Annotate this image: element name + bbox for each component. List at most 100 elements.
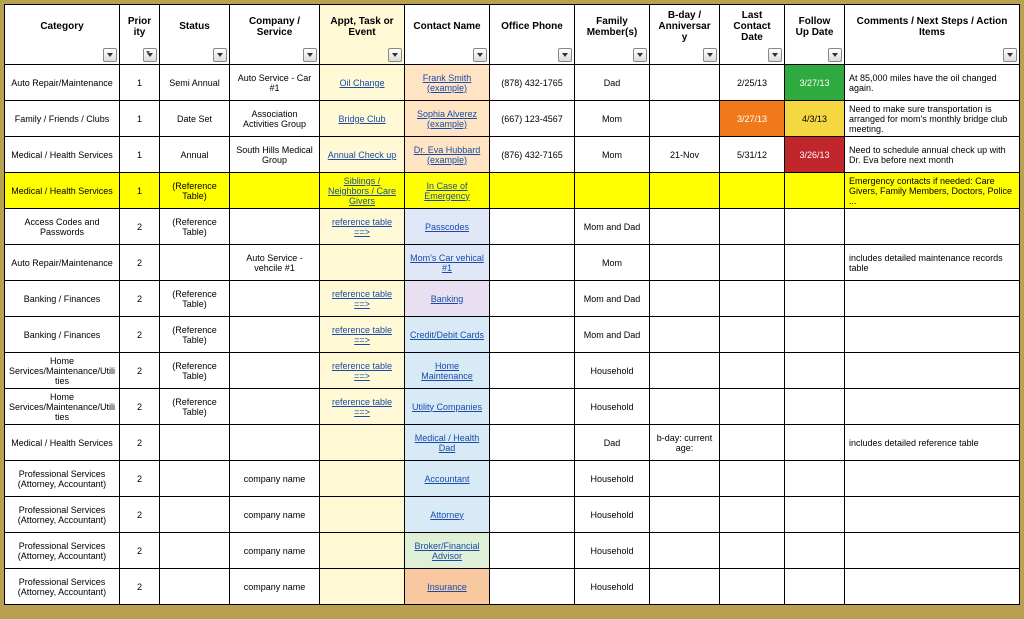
cell-link[interactable]: Frank Smith (example) (423, 73, 472, 93)
cell-family: Dad (575, 65, 650, 101)
table-row: Medical / Health Services2Medical / Heal… (5, 425, 1020, 461)
filter-dropdown-icon[interactable] (703, 48, 717, 62)
cell-priority: 1 (120, 137, 160, 173)
cell-link[interactable]: Utility Companies (412, 402, 482, 412)
cell-bday (650, 245, 720, 281)
cell-family: Mom (575, 101, 650, 137)
cell-followup: 3/27/13 (785, 65, 845, 101)
filter-dropdown-icon[interactable] (473, 48, 487, 62)
cell-comments (845, 533, 1020, 569)
cell-company (230, 353, 320, 389)
cell-contact: Utility Companies (405, 389, 490, 425)
cell-family: Household (575, 569, 650, 605)
cell-link[interactable]: reference table ==> (332, 289, 392, 309)
filter-dropdown-icon[interactable] (103, 48, 117, 62)
table-row: Medical / Health Services1(Reference Tab… (5, 173, 1020, 209)
cell-phone (490, 209, 575, 245)
filter-dropdown-icon[interactable] (768, 48, 782, 62)
cell-priority: 2 (120, 353, 160, 389)
cell-link[interactable]: reference table ==> (332, 361, 392, 381)
cell-link[interactable]: Broker/Financial Advisor (414, 541, 479, 561)
cell-category: Professional Services (Attorney, Account… (5, 461, 120, 497)
cell-last (720, 353, 785, 389)
cell-family: Mom and Dad (575, 209, 650, 245)
cell-comments (845, 317, 1020, 353)
cell-company: Association Activities Group (230, 101, 320, 137)
cell-comments (845, 209, 1020, 245)
cell-status (160, 461, 230, 497)
cell-followup (785, 461, 845, 497)
cell-link[interactable]: Bridge Club (338, 114, 385, 124)
cell-link[interactable]: reference table ==> (332, 397, 392, 417)
cell-link[interactable]: Credit/Debit Cards (410, 330, 484, 340)
filter-dropdown-icon[interactable] (828, 48, 842, 62)
cell-link[interactable]: Oil Change (339, 78, 384, 88)
cell-phone: (667) 123-4567 (490, 101, 575, 137)
cell-link[interactable]: Siblings / Neighbors / Care Givers (328, 176, 396, 206)
header-family: Family Member(s) (575, 5, 650, 65)
cell-contact: In Case of Emergency (405, 173, 490, 209)
filter-dropdown-icon[interactable] (558, 48, 572, 62)
cell-category: Auto Repair/Maintenance (5, 65, 120, 101)
cell-link[interactable]: Insurance (427, 582, 467, 592)
cell-company (230, 425, 320, 461)
filter-dropdown-icon[interactable] (303, 48, 317, 62)
header-followup: Follow Up Date (785, 5, 845, 65)
cell-link[interactable]: Mom's Car vehical #1 (410, 253, 484, 273)
cell-category: Access Codes and Passwords (5, 209, 120, 245)
cell-bday (650, 101, 720, 137)
cell-category: Banking / Finances (5, 317, 120, 353)
cell-priority: 2 (120, 425, 160, 461)
filter-dropdown-icon[interactable] (388, 48, 402, 62)
cell-link[interactable]: Accountant (424, 474, 469, 484)
cell-comments: includes detailed maintenance records ta… (845, 245, 1020, 281)
cell-followup (785, 281, 845, 317)
header-label: Contact Name (408, 21, 486, 48)
cell-link[interactable]: Dr. Eva Hubbard (example) (414, 145, 481, 165)
cell-link[interactable]: Passcodes (425, 222, 469, 232)
cell-link[interactable]: Annual Check up (328, 150, 397, 160)
cell-link[interactable]: In Case of Emergency (424, 181, 470, 201)
cell-bday (650, 569, 720, 605)
cell-appt: reference table ==> (320, 389, 405, 425)
cell-contact: Accountant (405, 461, 490, 497)
filter-dropdown-icon[interactable] (1003, 48, 1017, 62)
cell-link[interactable]: Banking (431, 294, 464, 304)
cell-phone: (876) 432-7165 (490, 137, 575, 173)
cell-status: (Reference Table) (160, 353, 230, 389)
cell-link[interactable]: Medical / Health Dad (415, 433, 480, 453)
cell-link[interactable]: Attorney (430, 510, 464, 520)
cell-followup (785, 497, 845, 533)
cell-status (160, 497, 230, 533)
cell-appt: Bridge Club (320, 101, 405, 137)
table-row: Auto Repair/Maintenance1Semi AnnualAuto … (5, 65, 1020, 101)
cell-family: Household (575, 461, 650, 497)
cell-company (230, 209, 320, 245)
cell-priority: 2 (120, 245, 160, 281)
cell-link[interactable]: reference table ==> (332, 217, 392, 237)
header-bday: B-day / Anniversary (650, 5, 720, 65)
cell-family: Mom and Dad (575, 281, 650, 317)
cell-appt: reference table ==> (320, 317, 405, 353)
cell-link[interactable]: reference table ==> (332, 325, 392, 345)
cell-comments (845, 389, 1020, 425)
cell-status: Date Set (160, 101, 230, 137)
header-priority: Priority (120, 5, 160, 65)
filter-dropdown-icon[interactable] (143, 48, 157, 62)
filter-dropdown-icon[interactable] (213, 48, 227, 62)
cell-contact: Home Maintenance (405, 353, 490, 389)
cell-bday (650, 353, 720, 389)
cell-status: (Reference Table) (160, 389, 230, 425)
cell-family: Mom (575, 245, 650, 281)
cell-last (720, 281, 785, 317)
cell-family: Household (575, 497, 650, 533)
cell-link[interactable]: Sophia Alverez (example) (417, 109, 477, 129)
cell-status (160, 569, 230, 605)
cell-contact: Sophia Alverez (example) (405, 101, 490, 137)
cell-link[interactable]: Home Maintenance (421, 361, 473, 381)
table-row: Banking / Finances2(Reference Table)refe… (5, 281, 1020, 317)
cell-phone (490, 281, 575, 317)
filter-dropdown-icon[interactable] (633, 48, 647, 62)
cell-comments (845, 461, 1020, 497)
cell-comments (845, 353, 1020, 389)
